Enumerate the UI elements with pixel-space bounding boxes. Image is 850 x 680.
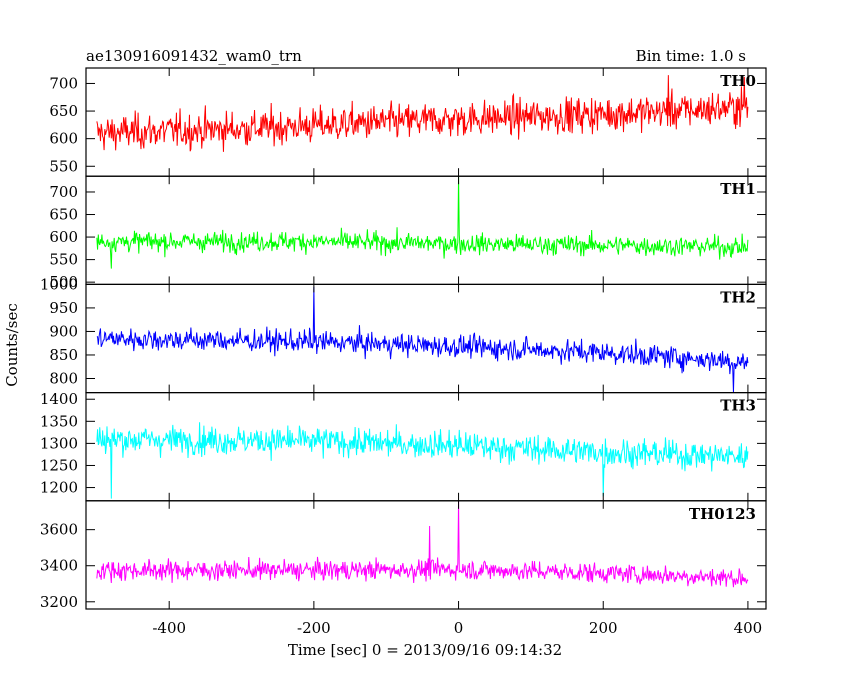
- y-tick-label: 3200: [40, 593, 78, 611]
- series-line-th2: [96, 286, 749, 393]
- x-tick-label: 200: [589, 619, 618, 637]
- y-tick-label: 1250: [40, 456, 78, 474]
- chart-header-right: Bin time: 1.0 s: [636, 47, 746, 65]
- y-tick-label: 3600: [40, 521, 78, 539]
- y-axis-label: Counts/sec: [3, 303, 21, 387]
- series-line-th0123: [96, 500, 749, 588]
- panel-th2: 800 850 900 950 1000 TH2: [40, 275, 767, 394]
- y-tick-label: 1300: [40, 434, 78, 452]
- x-tick-label: -400: [152, 619, 186, 637]
- x-ticks-group: -400 -200 0 200 400: [152, 619, 762, 637]
- panel-label-th0: TH0: [720, 72, 756, 90]
- y-tick-label: 950: [49, 299, 78, 317]
- panel-label-th1: TH1: [720, 180, 756, 198]
- panel-label-th0123: TH0123: [689, 505, 756, 523]
- y-tick-label: 650: [49, 102, 78, 120]
- y-tick-label: 600: [49, 228, 78, 246]
- x-axis-label: Time [sec] 0 = 2013/09/16 09:14:32: [288, 641, 562, 659]
- y-tick-label: 700: [49, 74, 78, 92]
- y-tick-label: 1200: [40, 479, 78, 497]
- y-tick-label: 1000: [40, 275, 78, 293]
- y-tick-label: 550: [49, 157, 78, 175]
- panels-group: 550 600 650 700 TH0 500 550 600 650 700 TH1 800 850 9…: [40, 67, 767, 611]
- x-tick-label: 0: [454, 619, 464, 637]
- panel-th0: 550 600 650 700 TH0: [49, 67, 767, 177]
- y-tick-label: 600: [49, 130, 78, 148]
- series-line-th0: [96, 75, 749, 152]
- y-tick-label: 1350: [40, 412, 78, 430]
- panel-th0123: 3200 3400 3600 TH0123: [40, 500, 767, 611]
- y-tick-label: 550: [49, 251, 78, 269]
- x-tick-label: -200: [297, 619, 331, 637]
- chart-header-left: ae130916091432_wam0_trn: [86, 47, 302, 65]
- panel-label-th2: TH2: [720, 288, 756, 306]
- y-tick-label: 900: [49, 322, 78, 340]
- y-tick-label: 500: [49, 273, 78, 291]
- y-tick-label: 700: [49, 183, 78, 201]
- panel-th1: 500 550 600 650 700 TH1: [49, 175, 767, 291]
- series-line-th1: [96, 176, 749, 269]
- y-tick-label: 850: [49, 346, 78, 364]
- y-tick-label: 650: [49, 206, 78, 224]
- series-line-th3: [96, 422, 749, 499]
- x-tick-label: 400: [734, 619, 763, 637]
- y-tick-label: 3400: [40, 557, 78, 575]
- y-tick-label: 800: [49, 369, 78, 387]
- y-tick-label: 1400: [40, 390, 78, 408]
- panel-label-th3: TH3: [720, 397, 756, 415]
- panel-th3: 1200 1250 1300 1350 1400 TH3: [40, 390, 767, 502]
- panel-frame: [85, 175, 767, 285]
- panel-frame: [85, 500, 767, 610]
